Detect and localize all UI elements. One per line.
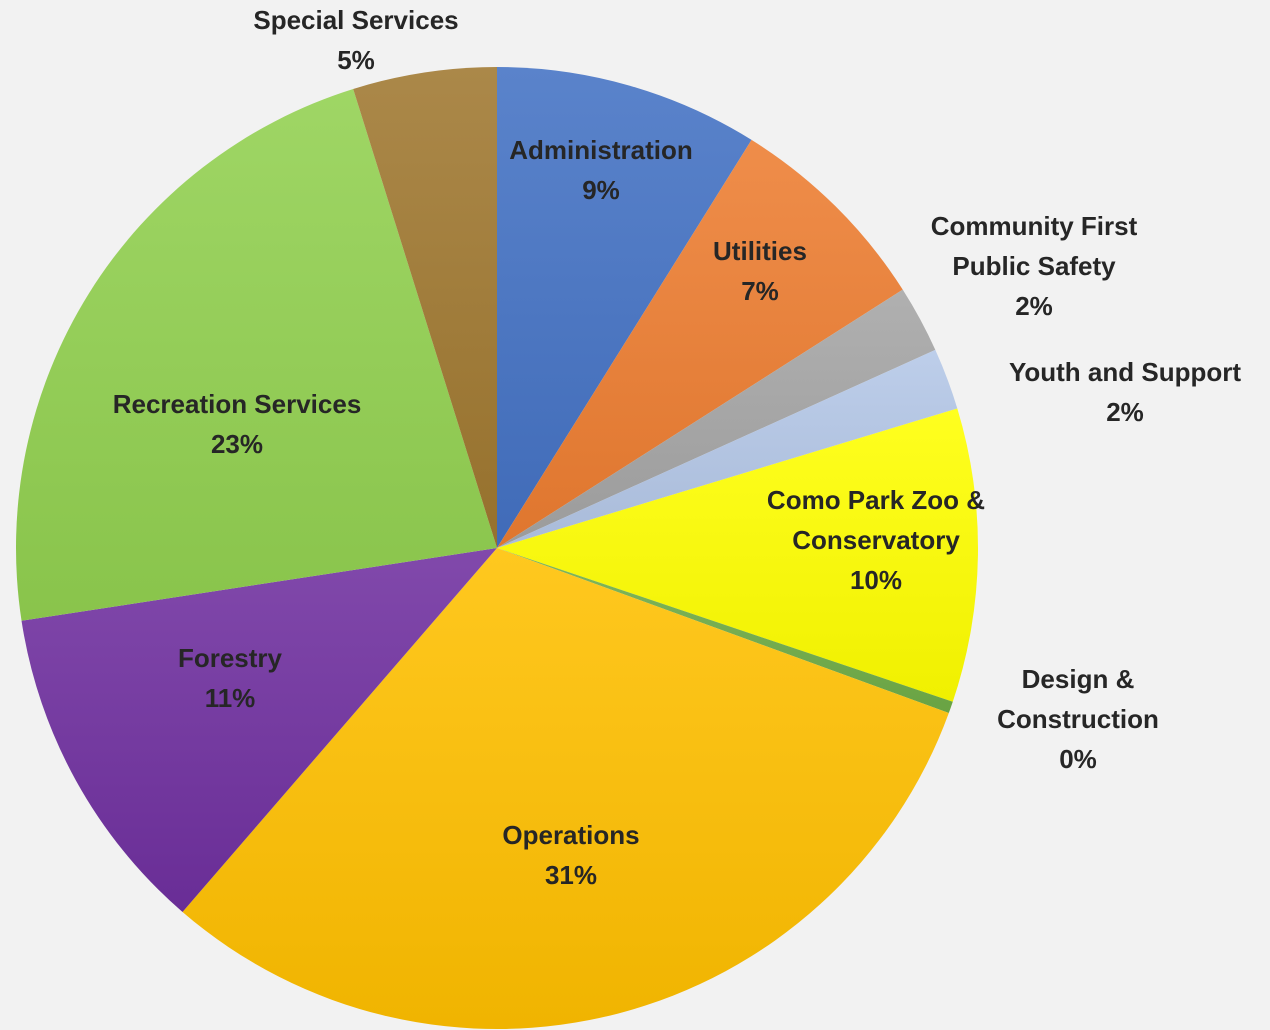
pie-label-9: Special Services 5% [253, 5, 458, 75]
pie-label-0: Administration 9% [509, 135, 692, 205]
pie-label-3: Youth and Support 2% [1009, 357, 1241, 427]
pie-label-5: Design & Construction 0% [997, 664, 1159, 774]
pie-slice-0 [497, 67, 752, 548]
pie-label-2: Community First Public Safety 2% [931, 211, 1138, 321]
pie-slice-1 [497, 139, 903, 548]
pie-slice-9 [353, 67, 497, 548]
pie-slice-4 [497, 408, 979, 702]
pie-label-6: Operations 31% [502, 820, 639, 890]
pie-slice-7 [21, 548, 498, 912]
pie-slices [15, 67, 979, 1030]
pie-slice-2 [497, 289, 936, 548]
pie-label-1: Utilities 7% [713, 236, 807, 306]
pie-label-4: Como Park Zoo & Conservatory 10% [767, 485, 985, 595]
pie-slice-6 [182, 548, 949, 1030]
pie-slice-8 [15, 89, 497, 621]
pie-label-7: Forestry 11% [178, 643, 283, 713]
pie-slice-3 [497, 349, 958, 548]
pie-label-8: Recreation Services 23% [113, 389, 362, 459]
pie-labels: Administration 9% Utilities 7% Community Fir… [113, 5, 1242, 890]
pie-slice-5 [497, 548, 953, 713]
